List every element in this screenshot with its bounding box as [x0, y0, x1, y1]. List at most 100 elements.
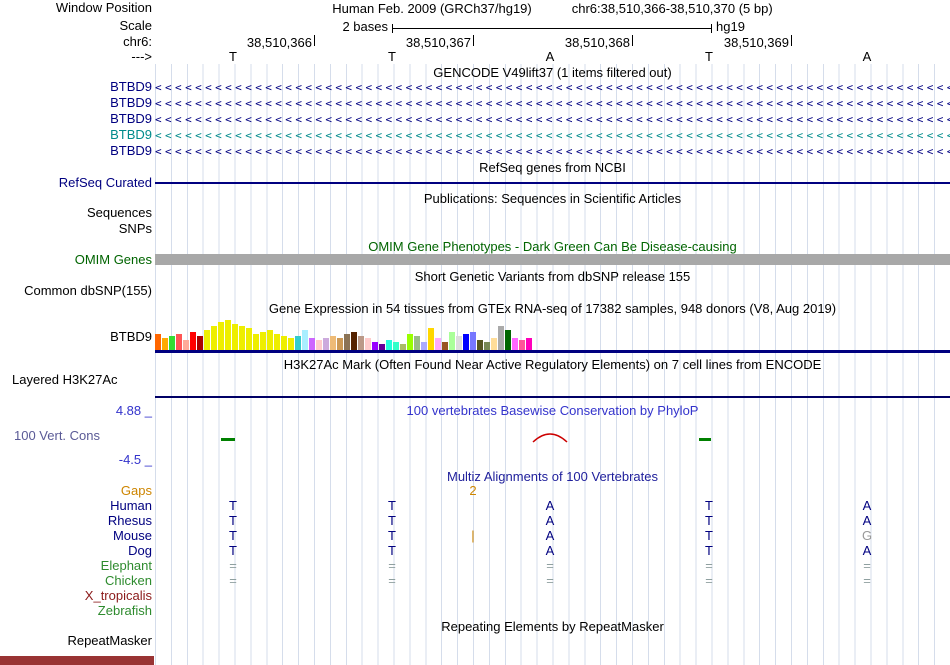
- track-title-gencode[interactable]: GENCODE V49lift37 (1 items filtered out): [433, 65, 672, 80]
- gtex-tissue-bar[interactable]: [428, 328, 434, 350]
- gtex-tissue-bar[interactable]: [267, 330, 273, 350]
- track-label-repeatmasker[interactable]: RepeatMasker: [67, 633, 152, 648]
- gtex-tissue-bar[interactable]: [246, 328, 252, 350]
- gtex-tissue-bar[interactable]: [484, 342, 490, 350]
- species-label[interactable]: Zebrafish: [97, 603, 152, 618]
- ruler-base: T: [705, 49, 713, 64]
- gtex-tissue-bar[interactable]: [344, 334, 350, 350]
- gene-label[interactable]: BTBD9: [110, 143, 152, 158]
- gtex-tissue-bar[interactable]: [491, 338, 497, 350]
- gtex-tissue-bar[interactable]: [337, 338, 343, 350]
- refseq-gene-bar[interactable]: [155, 182, 950, 184]
- gtex-tissue-bar[interactable]: [169, 336, 175, 350]
- gtex-tissue-bar[interactable]: [400, 344, 406, 350]
- gene-label[interactable]: BTBD9: [110, 127, 152, 142]
- gtex-tissue-bar[interactable]: [204, 330, 210, 350]
- track-label-snps[interactable]: SNPs: [118, 221, 152, 236]
- gene-label[interactable]: BTBD9: [110, 111, 152, 126]
- gtex-tissue-bar[interactable]: [526, 338, 532, 350]
- gtex-tissue-bar[interactable]: [190, 332, 196, 350]
- track-label-gaps[interactable]: Gaps: [120, 483, 152, 498]
- gtex-tissue-bar[interactable]: [372, 342, 378, 350]
- species-label[interactable]: Rhesus: [107, 513, 152, 528]
- gtex-tissue-bar[interactable]: [183, 340, 189, 350]
- track-title-refseq[interactable]: RefSeq genes from NCBI: [479, 160, 626, 175]
- track-label-gtex-gene[interactable]: BTBD9: [110, 329, 152, 344]
- gtex-tissue-bar[interactable]: [155, 334, 161, 350]
- gene-structure-arrows[interactable]: <<<<<<<<<<<<<<<<<<<<<<<<<<<<<<<<<<<<<<<<…: [155, 145, 950, 158]
- gtex-tissue-bar[interactable]: [379, 344, 385, 350]
- species-label[interactable]: Dog: [128, 543, 152, 558]
- gtex-tissue-bar[interactable]: [351, 332, 357, 350]
- alignment-base: =: [705, 573, 713, 588]
- track-label-phylop[interactable]: 100 Vert. Cons: [14, 428, 100, 443]
- gene-structure-arrows[interactable]: <<<<<<<<<<<<<<<<<<<<<<<<<<<<<<<<<<<<<<<<…: [155, 97, 950, 110]
- gtex-tissue-bar[interactable]: [393, 342, 399, 350]
- track-label-h3k27ac[interactable]: Layered H3K27Ac: [12, 372, 118, 387]
- alignment-base: =: [705, 558, 713, 573]
- gtex-tissue-bar[interactable]: [232, 324, 238, 350]
- gtex-tissue-bar[interactable]: [519, 340, 525, 350]
- alignment-base: T: [229, 513, 237, 528]
- gtex-tissue-bar[interactable]: [442, 342, 448, 350]
- gene-structure-arrows[interactable]: <<<<<<<<<<<<<<<<<<<<<<<<<<<<<<<<<<<<<<<<…: [155, 81, 950, 94]
- track-title-omim[interactable]: OMIM Gene Phenotypes - Dark Green Can Be…: [368, 239, 737, 254]
- gtex-tissue-bar[interactable]: [365, 338, 371, 350]
- track-label-sequences[interactable]: Sequences: [86, 205, 152, 220]
- gtex-tissue-bar[interactable]: [414, 336, 420, 350]
- gtex-tissue-bar[interactable]: [260, 332, 266, 350]
- species-label[interactable]: Chicken: [105, 573, 152, 588]
- gtex-tissue-bar[interactable]: [274, 334, 280, 350]
- gtex-tissue-bar[interactable]: [470, 332, 476, 350]
- species-label[interactable]: X_tropicalis: [84, 588, 152, 603]
- track-title-dbsnp[interactable]: Short Genetic Variants from dbSNP releas…: [414, 269, 691, 284]
- gtex-tissue-bar[interactable]: [477, 340, 483, 350]
- gtex-tissue-bar[interactable]: [421, 342, 427, 350]
- gtex-tissue-bar[interactable]: [281, 336, 287, 350]
- gene-structure-arrows[interactable]: <<<<<<<<<<<<<<<<<<<<<<<<<<<<<<<<<<<<<<<<…: [155, 129, 950, 142]
- species-label[interactable]: Human: [110, 498, 152, 513]
- species-label[interactable]: Elephant: [100, 558, 152, 573]
- gtex-expression-chart[interactable]: [155, 316, 950, 350]
- gtex-tissue-bar[interactable]: [505, 330, 511, 350]
- track-title-h3k27ac[interactable]: H3K27Ac Mark (Often Found Near Active Re…: [283, 357, 822, 372]
- gtex-tissue-bar[interactable]: [449, 332, 455, 350]
- track-title-phylop[interactable]: 100 vertebrates Basewise Conservation by…: [406, 403, 699, 418]
- gtex-tissue-bar[interactable]: [386, 340, 392, 350]
- gtex-tissue-bar[interactable]: [225, 320, 231, 350]
- gtex-tissue-bar[interactable]: [253, 334, 259, 350]
- gtex-tissue-bar[interactable]: [358, 336, 364, 350]
- track-title-repeatmasker[interactable]: Repeating Elements by RepeatMasker: [441, 619, 664, 634]
- gtex-tissue-bar[interactable]: [435, 338, 441, 350]
- gene-label[interactable]: BTBD9: [110, 95, 152, 110]
- alignment-base: =: [863, 573, 871, 588]
- gtex-tissue-bar[interactable]: [309, 338, 315, 350]
- track-title-gtex[interactable]: Gene Expression in 54 tissues from GTEx …: [268, 301, 837, 316]
- gene-structure-arrows[interactable]: <<<<<<<<<<<<<<<<<<<<<<<<<<<<<<<<<<<<<<<<…: [155, 113, 950, 126]
- gene-label[interactable]: BTBD9: [110, 79, 152, 94]
- gtex-tissue-bar[interactable]: [316, 340, 322, 350]
- track-label-refseq-curated[interactable]: RefSeq Curated: [58, 175, 152, 190]
- species-label[interactable]: Mouse: [112, 528, 152, 543]
- gtex-tissue-bar[interactable]: [407, 334, 413, 350]
- gtex-tissue-bar[interactable]: [176, 334, 182, 350]
- gtex-tissue-bar[interactable]: [211, 326, 217, 350]
- gtex-tissue-bar[interactable]: [239, 326, 245, 350]
- track-title-multiz[interactable]: Multiz Alignments of 100 Vertebrates: [446, 469, 658, 484]
- gtex-tissue-bar[interactable]: [162, 338, 168, 350]
- gtex-tissue-bar[interactable]: [323, 338, 329, 350]
- gtex-tissue-bar[interactable]: [302, 330, 308, 350]
- gtex-tissue-bar[interactable]: [498, 326, 504, 350]
- gtex-tissue-bar[interactable]: [197, 336, 203, 350]
- track-label-common-dbsnp[interactable]: Common dbSNP(155): [24, 283, 152, 298]
- gtex-tissue-bar[interactable]: [512, 338, 518, 350]
- gtex-tissue-bar[interactable]: [330, 336, 336, 350]
- gtex-tissue-bar[interactable]: [218, 322, 224, 350]
- gtex-tissue-bar[interactable]: [456, 336, 462, 350]
- gtex-tissue-bar[interactable]: [295, 336, 301, 350]
- track-title-publications[interactable]: Publications: Sequences in Scientific Ar…: [423, 191, 682, 206]
- gtex-tissue-bar[interactable]: [288, 338, 294, 350]
- gtex-tissue-bar[interactable]: [463, 334, 469, 350]
- track-label-omim-genes[interactable]: OMIM Genes: [74, 252, 152, 267]
- omim-density-bar[interactable]: [155, 254, 950, 265]
